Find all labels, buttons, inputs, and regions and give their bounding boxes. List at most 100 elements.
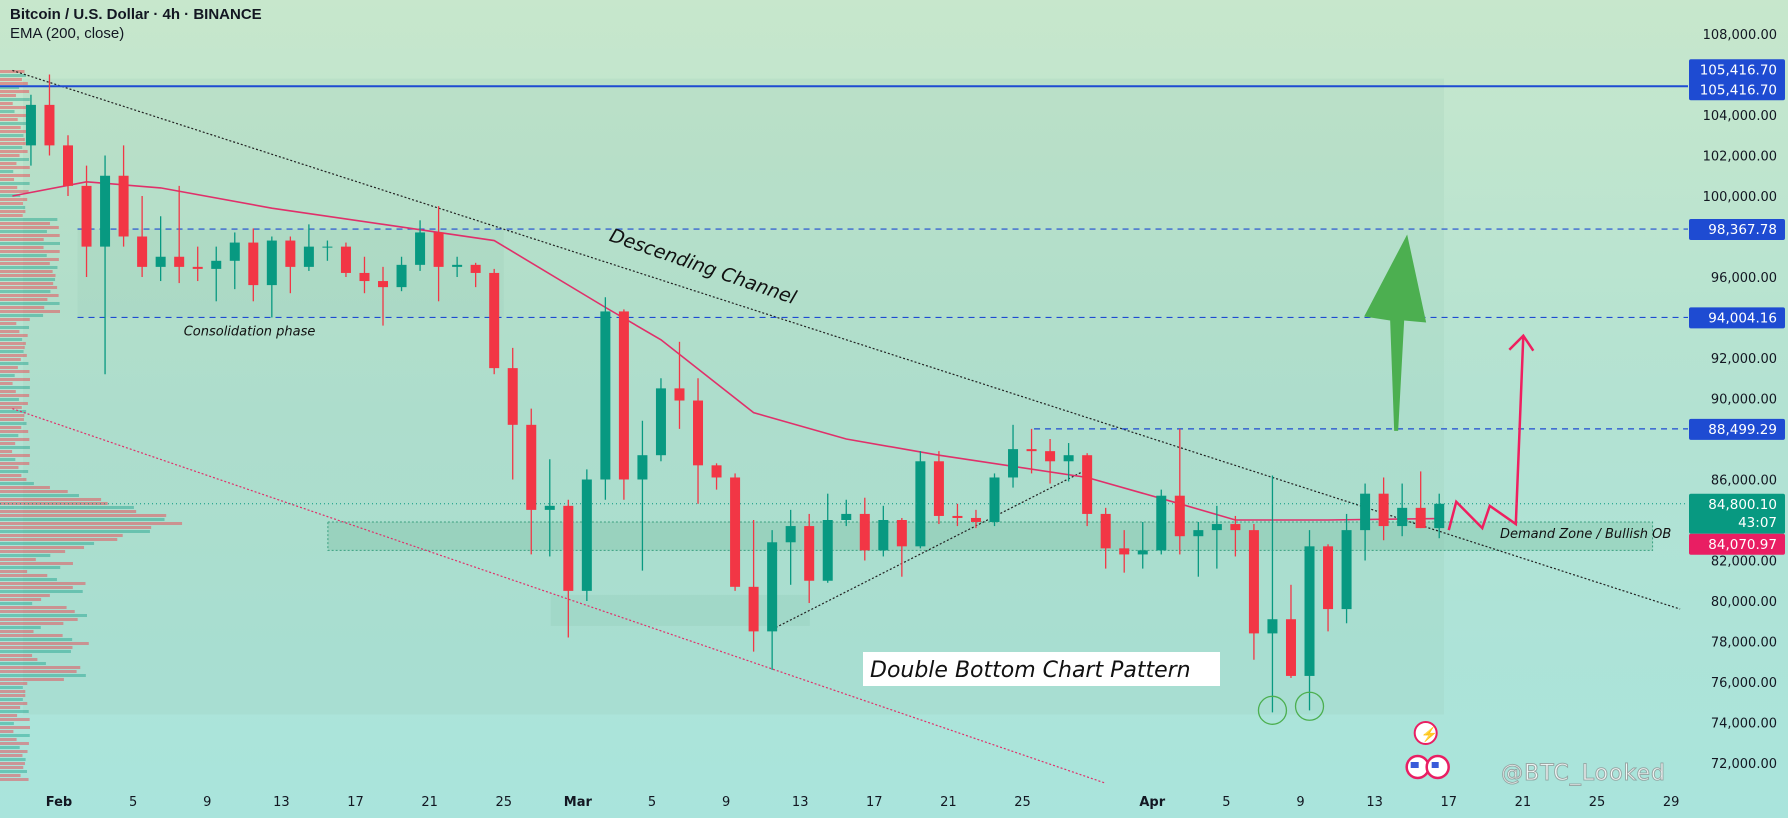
candle-body[interactable] bbox=[1026, 449, 1037, 452]
volume-profile-bar bbox=[0, 730, 14, 733]
candle-body[interactable] bbox=[1174, 495, 1185, 537]
candle-body[interactable] bbox=[378, 281, 389, 288]
candle-body[interactable] bbox=[433, 232, 444, 267]
candle-body[interactable] bbox=[1323, 546, 1334, 610]
candle-body[interactable] bbox=[767, 542, 778, 632]
candle-body[interactable] bbox=[1137, 550, 1148, 555]
ema-price-tag[interactable] bbox=[1689, 533, 1785, 555]
candle-body[interactable] bbox=[229, 242, 240, 261]
candle-body[interactable] bbox=[618, 311, 629, 480]
candle-body[interactable] bbox=[192, 266, 203, 269]
current-price-tag[interactable] bbox=[1689, 493, 1785, 534]
ema-200-line[interactable] bbox=[12, 181, 1440, 521]
candle-body[interactable] bbox=[1008, 449, 1019, 478]
candle-body[interactable] bbox=[989, 477, 1000, 523]
candle-body[interactable] bbox=[1360, 493, 1371, 531]
candle-body[interactable] bbox=[322, 246, 333, 248]
candle-body[interactable] bbox=[1119, 548, 1130, 555]
channel-lower-line[interactable] bbox=[12, 408, 1106, 784]
price-level-tag[interactable] bbox=[1689, 219, 1785, 241]
candle-body[interactable] bbox=[859, 513, 870, 551]
candle-body[interactable] bbox=[1397, 507, 1408, 527]
candle-body[interactable] bbox=[785, 526, 796, 543]
candle-body[interactable] bbox=[637, 455, 648, 480]
candle-body[interactable] bbox=[211, 260, 222, 269]
symbol-title[interactable]: Bitcoin / U.S. Dollar · 4h · BINANCE bbox=[10, 6, 262, 23]
price-tag-105416[interactable] bbox=[1689, 59, 1785, 101]
volume-profile-bar bbox=[0, 262, 50, 265]
candle-body[interactable] bbox=[63, 145, 73, 186]
candle-body[interactable] bbox=[933, 461, 944, 516]
candle-body[interactable] bbox=[1045, 451, 1056, 462]
candle-body[interactable] bbox=[544, 505, 555, 510]
candle-body[interactable] bbox=[266, 240, 277, 286]
candle-body[interactable] bbox=[693, 400, 704, 466]
price-level-tag[interactable] bbox=[1689, 307, 1785, 329]
candle-body[interactable] bbox=[600, 311, 611, 480]
candle-body[interactable] bbox=[285, 240, 296, 267]
candle-body[interactable] bbox=[340, 246, 351, 273]
candle-body[interactable] bbox=[248, 242, 259, 286]
candle-body[interactable] bbox=[303, 246, 314, 267]
candle-body[interactable] bbox=[841, 513, 852, 520]
indicator-label[interactable]: EMA (200, close) bbox=[10, 25, 125, 42]
candle-body[interactable] bbox=[1082, 455, 1093, 514]
candle-body[interactable] bbox=[1341, 530, 1352, 610]
candle-body[interactable] bbox=[44, 104, 55, 146]
volume-profile-bar bbox=[0, 706, 21, 709]
candle-body[interactable] bbox=[711, 465, 722, 478]
candle-body[interactable] bbox=[1100, 513, 1111, 549]
candle-body[interactable] bbox=[526, 424, 537, 510]
candle-body[interactable] bbox=[1230, 524, 1241, 531]
volume-profile-bar bbox=[0, 566, 61, 569]
demand-zone-box[interactable] bbox=[327, 521, 1654, 551]
candle-body[interactable] bbox=[748, 586, 759, 632]
candle-body[interactable] bbox=[1304, 546, 1315, 676]
candle-body[interactable] bbox=[81, 185, 92, 247]
candle-body[interactable] bbox=[1193, 530, 1204, 537]
candle-body[interactable] bbox=[970, 517, 981, 523]
projection-arrowhead-icon bbox=[1508, 333, 1535, 352]
candle-body[interactable] bbox=[489, 272, 500, 369]
ascending-trendline[interactable] bbox=[771, 468, 1088, 630]
candle-body[interactable] bbox=[730, 477, 741, 587]
candle-body[interactable] bbox=[174, 256, 185, 267]
candle-body[interactable] bbox=[1267, 619, 1278, 634]
candle-body[interactable] bbox=[415, 232, 426, 265]
candle-body[interactable] bbox=[507, 368, 518, 425]
candle-body[interactable] bbox=[1248, 530, 1259, 634]
candle-body[interactable] bbox=[359, 272, 370, 282]
candle-body[interactable] bbox=[118, 175, 129, 237]
candle-body[interactable] bbox=[100, 175, 111, 247]
candle-body[interactable] bbox=[896, 520, 907, 547]
candle-body[interactable] bbox=[1063, 455, 1074, 462]
volume-profile-bar bbox=[0, 550, 66, 553]
candle-body[interactable] bbox=[1285, 619, 1296, 676]
candle-body[interactable] bbox=[25, 104, 36, 146]
volume-profile-bar bbox=[0, 446, 30, 449]
candle-body[interactable] bbox=[563, 505, 574, 591]
double-bottom-circle bbox=[1257, 695, 1288, 725]
candle-body[interactable] bbox=[452, 264, 463, 267]
candle-body[interactable] bbox=[1156, 495, 1167, 551]
candle-body[interactable] bbox=[915, 461, 926, 547]
lightning-event-icon[interactable] bbox=[1413, 721, 1438, 745]
price-level-tag[interactable] bbox=[1689, 418, 1785, 440]
candle-body[interactable] bbox=[581, 479, 592, 591]
candle-body[interactable] bbox=[470, 264, 481, 273]
candle-body[interactable] bbox=[1211, 524, 1222, 531]
candle-body[interactable] bbox=[1415, 507, 1426, 529]
candle-body[interactable] bbox=[1378, 493, 1389, 527]
candle-body[interactable] bbox=[137, 236, 148, 267]
candle-body[interactable] bbox=[804, 526, 815, 581]
candle-body[interactable] bbox=[952, 515, 963, 518]
candle-body[interactable] bbox=[674, 388, 685, 401]
candle-body[interactable] bbox=[1434, 503, 1445, 529]
date-tick-label: 13 bbox=[273, 795, 290, 810]
candle-body[interactable] bbox=[822, 520, 833, 581]
candle-body[interactable] bbox=[155, 256, 166, 267]
candle-body[interactable] bbox=[878, 520, 889, 551]
candle-body[interactable] bbox=[655, 388, 666, 456]
candle-body[interactable] bbox=[396, 264, 407, 288]
